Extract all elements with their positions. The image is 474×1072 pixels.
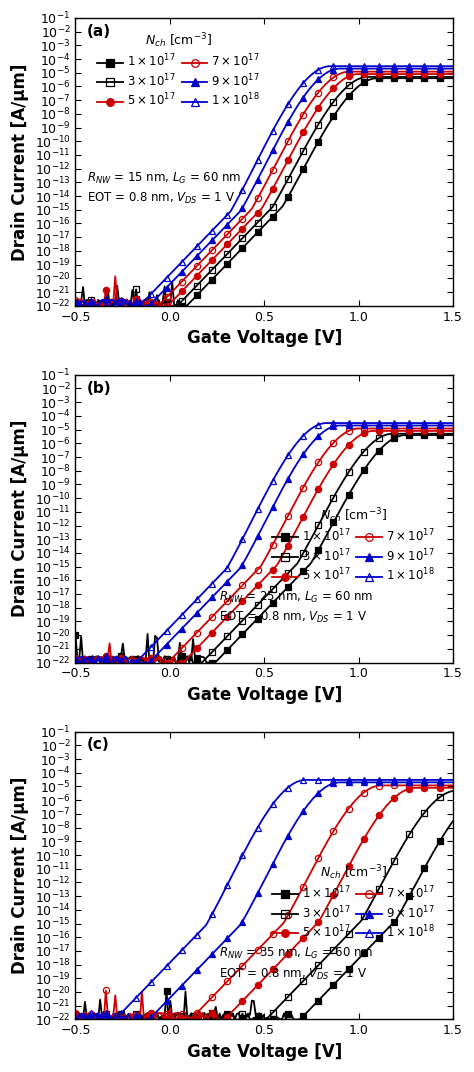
Legend: $1\times10^{17}$, $3\times10^{17}$, $5\times10^{17}$, $7\times10^{17}$, $9\times: $1\times10^{17}$, $3\times10^{17}$, $5\t…: [93, 27, 264, 114]
Legend: $1\times10^{17}$, $3\times10^{17}$, $5\times10^{17}$, $7\times10^{17}$, $9\times: $1\times10^{17}$, $3\times10^{17}$, $5\t…: [268, 502, 439, 589]
Y-axis label: Drain Current [A/μm]: Drain Current [A/μm]: [11, 420, 29, 617]
X-axis label: Gate Voltage [V]: Gate Voltage [V]: [187, 686, 342, 704]
Text: (b): (b): [87, 381, 111, 396]
Text: $R_{NW}$ = 15 nm, $L_G$ = 60 nm
EOT = 0.8 nm, $V_{DS}$ = 1 V: $R_{NW}$ = 15 nm, $L_G$ = 60 nm EOT = 0.…: [87, 170, 241, 206]
X-axis label: Gate Voltage [V]: Gate Voltage [V]: [187, 329, 342, 347]
Text: (c): (c): [87, 738, 109, 753]
Text: (a): (a): [87, 24, 111, 39]
X-axis label: Gate Voltage [V]: Gate Voltage [V]: [187, 1043, 342, 1061]
Y-axis label: Drain Current [A/μm]: Drain Current [A/μm]: [11, 777, 29, 974]
Text: $R_{NW}$ = 35 nm, $L_G$ = 60 nm
EOT = 0.8 nm, $V_{DS}$ = 1 V: $R_{NW}$ = 35 nm, $L_G$ = 60 nm EOT = 0.…: [219, 947, 374, 982]
Y-axis label: Drain Current [A/μm]: Drain Current [A/μm]: [11, 63, 29, 260]
Legend: $1\times10^{17}$, $3\times10^{17}$, $5\times10^{17}$, $7\times10^{17}$, $9\times: $1\times10^{17}$, $3\times10^{17}$, $5\t…: [268, 859, 439, 946]
Text: $R_{NW}$ = 25 nm, $L_G$ = 60 nm
EOT = 0.8 nm, $V_{DS}$ = 1 V: $R_{NW}$ = 25 nm, $L_G$ = 60 nm EOT = 0.…: [219, 590, 374, 625]
